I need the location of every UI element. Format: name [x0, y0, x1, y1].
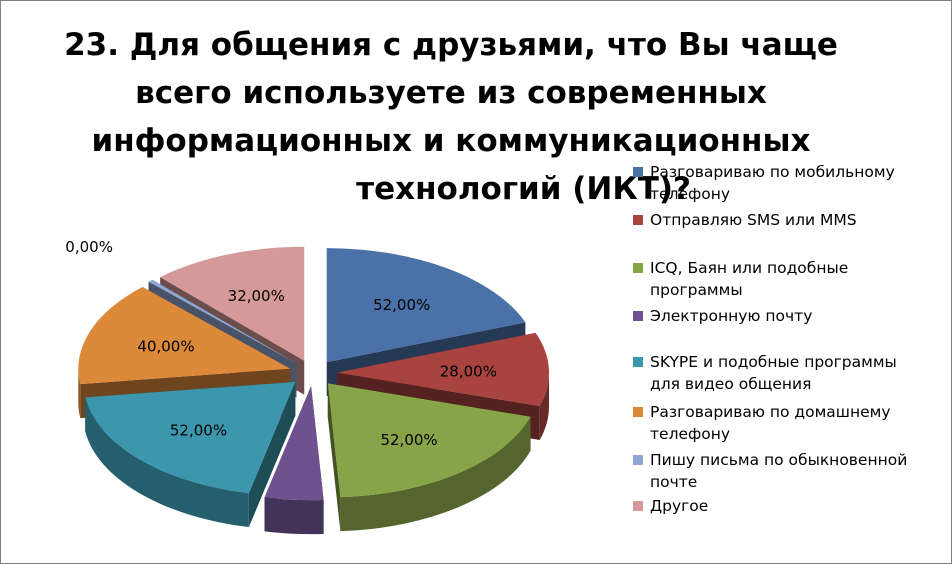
legend-swatch [633, 311, 643, 321]
slice-rim [340, 416, 531, 532]
chart-title: 23. Для общения с друзьями, что Вы чаще … [61, 21, 841, 213]
data-labels: 52,00%28,00%52,00%12,00%52,00%40,00%0,00… [65, 238, 497, 449]
slice-top [78, 287, 291, 385]
legend-swatch [633, 263, 643, 273]
legend-swatch [633, 215, 643, 225]
slice-top [264, 386, 324, 501]
title-line-1: 23. Для общения с друзьями, что Вы чаще [64, 27, 838, 63]
legend-text: Электронную почту [650, 307, 813, 325]
legend-text: программы [650, 281, 743, 299]
slice-rim [78, 368, 81, 419]
legend-text: для видео общения [650, 375, 812, 393]
legend-text: ICQ, Баян или подобные [650, 259, 849, 277]
slice-top [148, 279, 297, 364]
title-line-3: информационных и коммуникационных [91, 123, 811, 159]
slice-rim [539, 372, 549, 441]
pie-slices [78, 246, 549, 535]
slice-top [326, 248, 526, 363]
slice-top [327, 383, 531, 498]
slice-rim [264, 497, 324, 535]
legend-text: Пишу письма по обыкновенной [650, 451, 908, 469]
data-label-icq: 52,00% [380, 431, 437, 449]
legend-text: SKYPE и подобные программы [650, 353, 897, 371]
data-label-mobile: 52,00% [373, 296, 430, 314]
data-label-post: 0,00% [65, 238, 113, 256]
legend-text: Отправляю SMS или MMS [650, 211, 857, 229]
legend-swatch [633, 167, 643, 177]
legend-swatch [633, 407, 643, 417]
legend-text: Разговариваю по домашнему [650, 403, 891, 421]
data-label-other: 32,00% [228, 287, 285, 305]
slice-wall [327, 383, 341, 532]
pie-slice-home-phone [78, 287, 291, 419]
pie-slice-icq [327, 383, 531, 532]
slice-wall [248, 381, 296, 528]
slice-rim [85, 397, 249, 528]
data-label-skype: 52,00% [170, 422, 227, 440]
pie-slice-skype [85, 381, 296, 528]
legend-swatch [633, 501, 643, 511]
data-label-home-phone: 40,00% [137, 338, 194, 356]
title-line-2: всего используете из современных [135, 75, 767, 111]
legend-swatch [633, 357, 643, 367]
slice-top [160, 246, 305, 361]
legend-text: почте [650, 473, 698, 491]
legend-swatch [633, 455, 643, 465]
slice-top [85, 381, 296, 494]
legend-text: телефону [650, 185, 731, 203]
legend-text: телефону [650, 425, 731, 443]
pie-slice-email [264, 386, 324, 535]
slice-top [336, 332, 549, 407]
legend-text: Разговариваю по мобильному [650, 163, 895, 181]
title-line-4: технологий (ИКТ)? [356, 171, 691, 207]
legend-text: Другое [650, 497, 709, 515]
data-label-sms: 28,00% [440, 363, 497, 381]
